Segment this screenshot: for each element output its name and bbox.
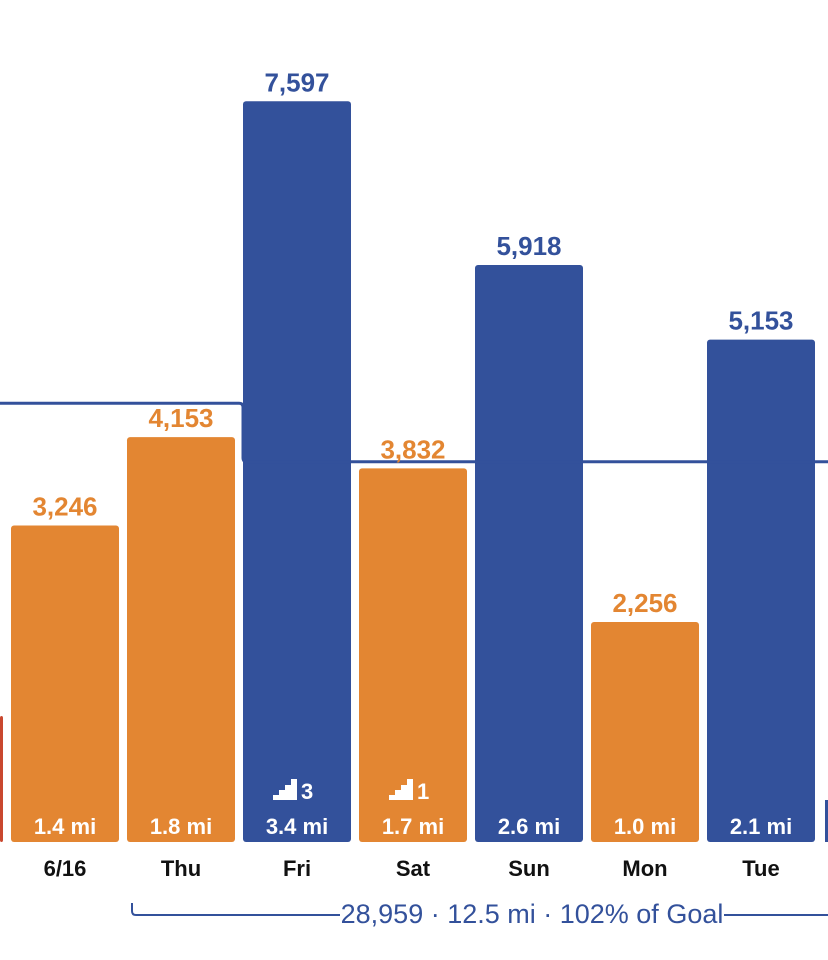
prior-day-bar-partial[interactable] xyxy=(0,716,3,842)
distance-label: 1.0 mi xyxy=(614,814,676,839)
goal-line xyxy=(0,401,828,464)
distance-label: 1.7 mi xyxy=(382,814,444,839)
week-summary-text: 28,959 · 12.5 mi · 102% of Goal xyxy=(341,899,724,929)
stairs-icon xyxy=(389,779,413,800)
day-label: Sat xyxy=(396,856,431,881)
value-label: 7,597 xyxy=(264,67,329,97)
day-label: Sun xyxy=(508,856,550,881)
floors-count: 3 xyxy=(301,779,313,804)
distance-label: 3.4 mi xyxy=(266,814,328,839)
value-label: 2,256 xyxy=(612,588,677,618)
distance-label: 2.6 mi xyxy=(498,814,560,839)
bar-thu[interactable] xyxy=(127,437,235,842)
bars-layer xyxy=(11,101,815,843)
day-label: Tue xyxy=(742,856,779,881)
value-label: 3,246 xyxy=(32,492,97,522)
bar-sat[interactable] xyxy=(359,468,467,842)
week-summary-bracket xyxy=(131,903,828,916)
next-day-bar-partial[interactable] xyxy=(825,800,828,842)
floors-count: 1 xyxy=(417,779,429,804)
bar-tue[interactable] xyxy=(707,339,815,842)
bar-mon[interactable] xyxy=(591,622,699,842)
distance-label: 2.1 mi xyxy=(730,814,792,839)
day-label: Fri xyxy=(283,856,311,881)
value-label: 5,918 xyxy=(496,231,561,261)
value-label: 5,153 xyxy=(728,306,793,336)
stairs-icon xyxy=(273,779,297,800)
bar-6-16[interactable] xyxy=(11,525,119,842)
bar-fri[interactable] xyxy=(243,101,351,843)
bar-sun[interactable] xyxy=(475,264,583,842)
distance-label: 1.4 mi xyxy=(34,814,96,839)
day-label: Thu xyxy=(161,856,201,881)
value-label: 4,153 xyxy=(148,403,213,433)
day-label: Mon xyxy=(622,856,667,881)
labels-layer: 3,246 1.4 mi 6/16 4,153 1.8 mi Thu 7,597 3.4 mi… xyxy=(32,67,793,881)
distance-label: 1.8 mi xyxy=(150,814,212,839)
day-label: 6/16 xyxy=(44,856,87,881)
value-label: 3,832 xyxy=(380,434,445,464)
